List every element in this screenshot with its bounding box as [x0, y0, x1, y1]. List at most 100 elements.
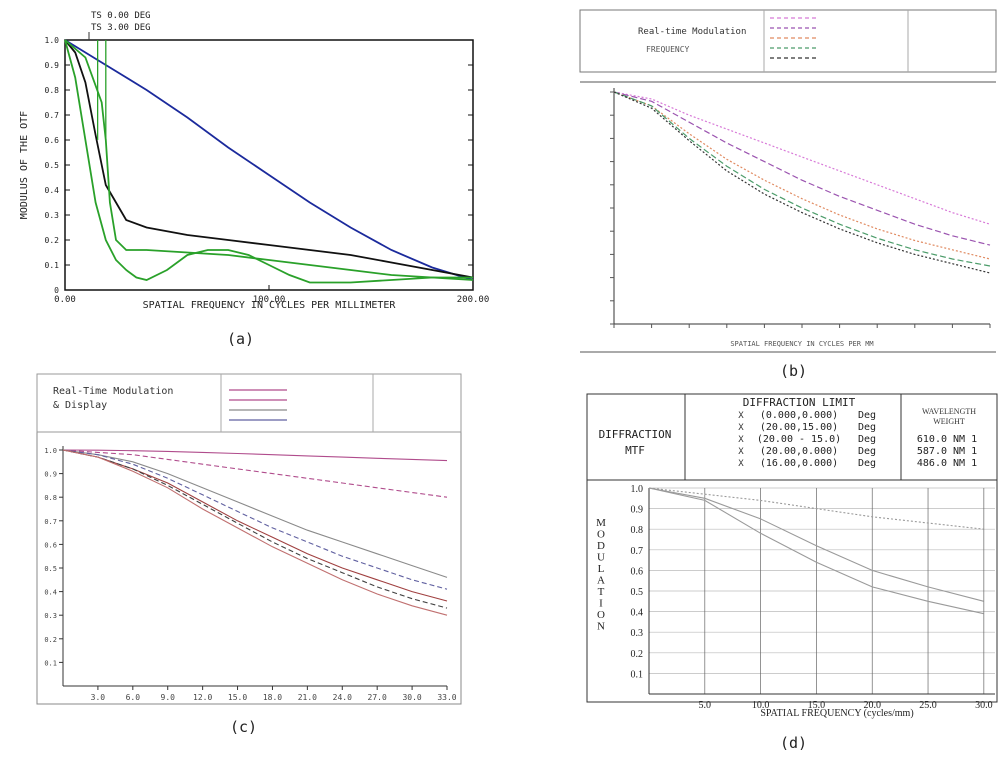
- chart-d-ytick-label: 0.1: [631, 669, 644, 680]
- chart-a: 0 0.1 0.2 0.3 0.4 0.5 0.6 0.7 0.8 0.9 1.0 0.00 100.…: [19, 11, 490, 311]
- chart-d-ytick-label: 1.0: [631, 484, 644, 495]
- chart-c-series-6: [62, 449, 448, 616]
- chart-a-ytick-label: 0.2: [45, 236, 60, 245]
- chart-d-ylabel-letter: O: [597, 529, 605, 541]
- chart-d-ylabel-letter: A: [597, 575, 605, 587]
- chart-c-xtick-label: 9.0: [161, 693, 176, 702]
- chart-d-legend-wave-4: 486.0 NM 1: [917, 458, 977, 469]
- chart-c-xtick-label: 21.0: [298, 693, 317, 702]
- chart-a-ytick-label: 0.8: [45, 86, 60, 95]
- chart-d-legend-marker: X: [738, 435, 744, 445]
- chart-c-series-3: [62, 449, 448, 590]
- chart-b-series-2: [613, 91, 991, 260]
- chart-c-series-5: [62, 449, 448, 609]
- chart-d-ylabel-letter: T: [598, 586, 605, 598]
- chart-a-ytick-label: 0.1: [45, 261, 60, 270]
- chart-c-xtick-label: 15.0: [228, 693, 247, 702]
- chart-d-ylabel-letter: N: [597, 621, 605, 633]
- chart-b: Real-time Modulation FREQUENCY SPATIAL F…: [579, 9, 997, 353]
- chart-a-series-3: [64, 39, 474, 281]
- chart-c-ytick-label: 0.7: [44, 518, 57, 526]
- chart-a-xlabel: SPATIAL FREQUENCY IN CYCLES PER MILLIMET…: [143, 300, 397, 311]
- chart-d-ylabel-letter: U: [597, 552, 605, 564]
- chart-d-legend-unit-2: Deg: [858, 434, 876, 445]
- chart-c-ytick-label: 0.8: [44, 494, 57, 502]
- chart-c-ytick-label: 1.0: [44, 447, 57, 455]
- chart-d-wavelength-header: WAVELENGTH: [922, 407, 976, 416]
- caption-d: (d): [780, 734, 808, 752]
- chart-c-xtick-label: 3.0: [91, 693, 106, 702]
- chart-d-ytick-label: 0.4: [631, 608, 644, 619]
- chart-d-legend-marker: X: [738, 447, 744, 457]
- chart-d-ytick-label: 0.7: [631, 546, 644, 557]
- chart-d-ylabel-letter: O: [597, 609, 605, 621]
- chart-c-series-2: [62, 449, 448, 578]
- chart-d-legend-wave-3: 587.0 NM 1: [917, 446, 977, 457]
- caption-b: (b): [780, 362, 808, 380]
- chart-d-ytick-label: 0.9: [631, 505, 644, 516]
- chart-d-legend-marker: X: [738, 423, 744, 433]
- chart-d-legend-label-0: (0.000,0.000): [760, 410, 838, 421]
- chart-a-xtick-label: 100.00: [253, 295, 286, 305]
- chart-c-series-1: [62, 449, 448, 498]
- chart-d-legend-label-1: (20.00,15.00): [760, 422, 838, 433]
- chart-d-header-title-0: DIFFRACTION: [599, 428, 672, 441]
- chart-a-y-ticks: 0 0.1 0.2 0.3 0.4 0.5 0.6 0.7 0.8 0.9 1.0: [45, 36, 60, 295]
- chart-a-series-1: [64, 39, 474, 279]
- chart-b-series-1: [613, 91, 991, 246]
- chart-d-header-right: DIFFRACTION LIMIT: [743, 396, 856, 409]
- chart-d-ytick-label: 0.6: [631, 566, 644, 577]
- chart-a-ytick-label: 0.4: [45, 186, 60, 195]
- chart-d-legend-marker: X: [738, 459, 744, 469]
- chart-c-ytick-label: 0.2: [44, 636, 57, 644]
- chart-d-legend-unit-1: Deg: [858, 422, 876, 433]
- chart-d-legend-unit-4: Deg: [858, 458, 876, 469]
- chart-a-ytick-label: 0.9: [45, 61, 60, 70]
- chart-b-series-4: [613, 91, 991, 274]
- chart-c-ytick-label: 0.3: [44, 612, 57, 620]
- chart-b-header-sub: FREQUENCY: [646, 45, 690, 54]
- chart-c-header-sub: & Display: [53, 400, 107, 411]
- chart-a-header-1: TS 3.00 DEG: [91, 23, 151, 33]
- chart-d-weight-header: WEIGHT: [933, 417, 965, 426]
- chart-b-header-title: Real-time Modulation: [638, 27, 746, 37]
- chart-d-legend-unit-0: Deg: [858, 410, 876, 421]
- chart-a-ytick-label: 0.7: [45, 111, 60, 120]
- chart-c-ytick-label: 0.4: [44, 589, 57, 597]
- chart-c-ytick-label: 0.5: [44, 565, 57, 573]
- chart-d-legend: X (0.000,0.000) Deg X (20.00,15.00) Deg X (20.0…: [738, 410, 977, 469]
- chart-d-legend-label-4: (16.00,0.000): [760, 458, 838, 469]
- chart-a-ytick-label: 1.0: [45, 36, 60, 45]
- chart-d-xtick-label: 15.0: [808, 700, 826, 711]
- caption-a: (a): [227, 330, 255, 348]
- chart-a-header-0: TS 0.00 DEG: [91, 11, 151, 21]
- chart-d-ylabel-letter: L: [598, 563, 605, 575]
- chart-a-series: [64, 39, 474, 284]
- chart-d-series-2: [648, 487, 984, 615]
- chart-d-ticks: 1.0 0.9 0.8 0.7 0.6 0.5 0.4 0.3 0.2 0.1 5.0 10.0 15.…: [631, 484, 993, 711]
- caption-c: (c): [230, 718, 258, 736]
- chart-c-xtick-label: 24.0: [333, 693, 352, 702]
- chart-d-ylabel-letter: D: [597, 540, 605, 552]
- chart-c-series: [62, 449, 448, 616]
- chart-d-ylabel-letter: I: [599, 598, 603, 610]
- chart-a-ytick-label: 0.5: [45, 161, 60, 170]
- chart-b-xlabel: SPATIAL FREQUENCY IN CYCLES PER MM: [730, 340, 873, 348]
- chart-c-series-0: [62, 449, 448, 462]
- chart-b-series-0: [613, 91, 991, 225]
- chart-a-ytick-label: 0.3: [45, 211, 60, 220]
- chart-a-xtick-label: 200.00: [457, 295, 490, 305]
- chart-d-xtick-label: 5.0: [699, 700, 712, 711]
- chart-d-header-title-1: MTF: [625, 444, 645, 457]
- chart-b-header: [579, 9, 997, 73]
- chart-a-series-2: [64, 39, 473, 284]
- chart-d-legend-label-3: (20.00,0.000): [760, 446, 838, 457]
- chart-b-legend: [770, 17, 818, 59]
- chart-c-xtick-label: 12.0: [193, 693, 212, 702]
- chart-c-legend: [229, 389, 287, 421]
- chart-a-series-0: [64, 39, 474, 281]
- chart-b-series: [613, 91, 991, 274]
- chart-c: Real-Time Modulation & Display 3.0 6.0 9.0…: [36, 373, 462, 705]
- chart-c-xtick-label: 6.0: [126, 693, 141, 702]
